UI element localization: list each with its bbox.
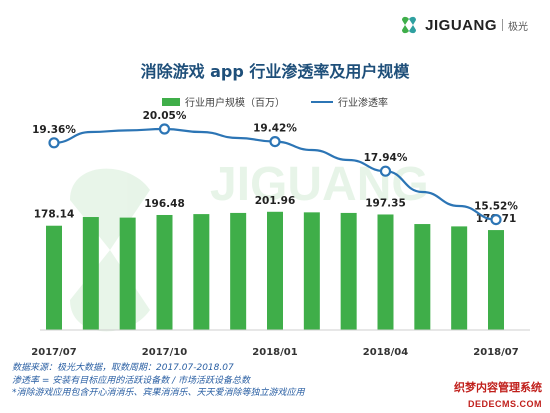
- bar-2018/03: [340, 212, 357, 330]
- footer-watermark-text: 织梦内容管理系统: [454, 381, 542, 394]
- bar-2017/08: [82, 217, 99, 330]
- bar-2018/04: [377, 214, 394, 330]
- rate-point-2018/07: [490, 214, 502, 226]
- note-source: 数据来源：极光大数据，取数周期：2017.07-2018.07: [12, 363, 234, 373]
- x-tick-2018/04: 2018/04: [363, 347, 408, 358]
- bar-value-label-2017/10: 196.48: [144, 198, 185, 210]
- bar-2017/12: [230, 212, 247, 330]
- bar-2018/01: [267, 211, 283, 330]
- legend-label-rate: 行业渗透率: [338, 98, 388, 109]
- rate-point-2017/07: [48, 137, 60, 149]
- x-tick-2018/07: 2018/07: [473, 347, 518, 358]
- x-tick-2018/01: 2018/01: [252, 347, 297, 358]
- legend-bar-swatch: [162, 97, 180, 106]
- jiguang-logo-icon: [402, 16, 417, 34]
- rate-value-label-2018/01: 19.42%: [253, 123, 297, 135]
- rate-point-2018/01: [269, 136, 281, 148]
- rate-point-2017/10: [158, 123, 171, 135]
- svg-text:JIGUANG: JIGUANG: [210, 158, 429, 211]
- brand-sub-label: 极光: [508, 21, 528, 33]
- x-axis-ticks: 2017/07 2017/10 2018/01 2018/04 2018/07: [31, 347, 518, 358]
- brand-divider: [502, 19, 503, 31]
- legend-label-users: 行业用户规模（百万）: [185, 98, 285, 109]
- note-scope: *消除游戏应用包含开心消消乐、宾果消消乐、天天爱消除等独立游戏应用: [12, 388, 305, 398]
- bar-2017/11: [193, 214, 210, 330]
- chart-notes: 数据来源：极光大数据，取数周期：2017.07-2018.07 渗透率 = 安装…: [12, 362, 305, 400]
- chart-title: 消除游戏 app 行业渗透率及用户规模: [140, 62, 410, 81]
- rate-value-label-2018/04: 17.94%: [364, 152, 408, 164]
- brand-name: JIGUANG: [425, 16, 497, 34]
- legend-item-users: 行业用户规模（百万）: [162, 94, 285, 109]
- bar-2018/06: [451, 226, 468, 330]
- bar-value-label-2018/04: 197.35: [365, 197, 406, 209]
- rate-value-label-2017/07: 19.36%: [32, 124, 76, 136]
- rate-value-label-2018/07: 15.52%: [474, 201, 518, 213]
- rate-point-2018/04: [379, 165, 392, 177]
- bar-value-label-2018/01: 201.96: [255, 195, 296, 207]
- bar-series: [46, 211, 504, 330]
- bar-2018/02: [303, 212, 320, 330]
- bar-value-label-2017/07: 178.14: [34, 209, 75, 221]
- rate-series: [48, 123, 502, 226]
- rate-data-labels: 19.36% 20.05% 19.42% 17.94% 15.52%: [32, 110, 518, 213]
- legend-line-swatch: [311, 100, 333, 103]
- bar-2018/07: [488, 230, 504, 330]
- bar-2017/09: [119, 217, 136, 330]
- brand-logo: JIGUANG 极光: [398, 14, 528, 36]
- legend-item-rate: 行业渗透率: [311, 94, 388, 109]
- rate-value-label-2017/10: 20.05%: [143, 110, 187, 122]
- chart-legend: 行业用户规模（百万） 行业渗透率: [0, 94, 550, 109]
- footer-watermark-url: DEDECMS.COM: [467, 399, 542, 409]
- x-tick-2017/10: 2017/10: [142, 347, 187, 358]
- note-definition: 渗透率 = 安装有目标应用的活跃设备数 / 市场活跃设备总数: [12, 375, 251, 386]
- bar-2017/10: [156, 214, 173, 330]
- x-tick-2017/07: 2017/07: [31, 347, 76, 358]
- bar-2018/05: [414, 224, 431, 330]
- bar-2017/07: [46, 225, 62, 330]
